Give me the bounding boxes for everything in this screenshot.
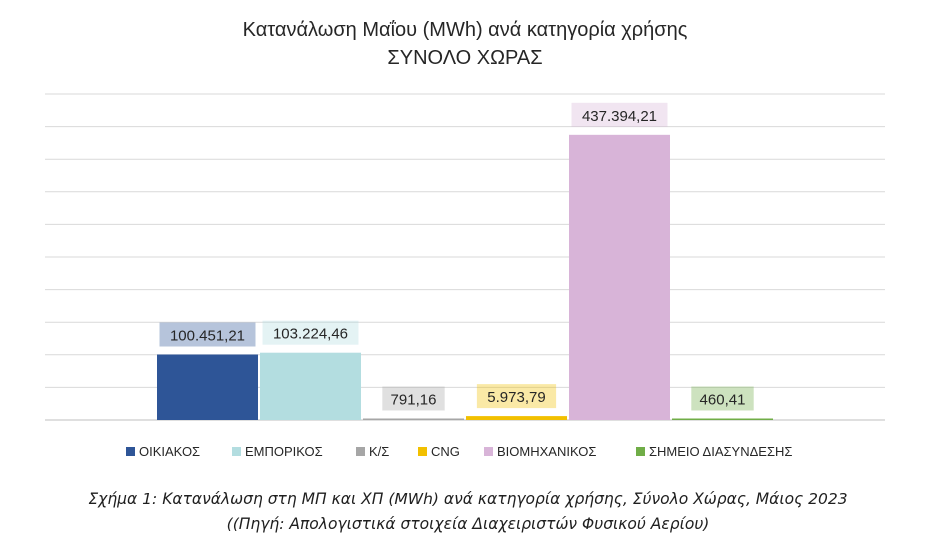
data-label-bg [571, 102, 668, 127]
bar-6 [672, 418, 773, 420]
data-label-bg [476, 384, 557, 409]
legend-label: ΣΗΜΕΙΟ ΔΙΑΣΥΝΔΕΣΗΣ [649, 444, 792, 459]
legend-label: CNG [431, 444, 460, 459]
data-label: 103.224,46 [273, 326, 348, 343]
legend-label: ΟΙΚΙΑΚΟΣ [139, 444, 200, 459]
bar-5 [569, 134, 670, 420]
bar-2 [260, 352, 361, 420]
data-label-bg [691, 386, 754, 411]
legend-swatch [232, 447, 241, 456]
data-label: 460,41 [700, 392, 746, 409]
legend: ΟΙΚΙΑΚΟΣ ΕΜΠΟΡΙΚΟΣ Κ/Σ CNG ΒΙΟΜΗΧΑΝΙΚΟΣ ΣΗΜΕΙ… [126, 444, 792, 459]
data-label-bg [262, 320, 359, 345]
legend-swatch [418, 447, 427, 456]
bar-4 [466, 416, 567, 420]
chart-title: Κατανάλωση Μαΐου (MWh) ανά κατηγορία χρή… [243, 19, 688, 41]
bar-chart: Κατανάλωση Μαΐου (MWh) ανά κατηγορία χρή… [45, 19, 885, 459]
chart-subtitle: ΣΥΝΟΛΟ ΧΩΡΑΣ [387, 47, 542, 69]
data-label-bg [159, 322, 256, 347]
data-label: 791,16 [391, 392, 437, 409]
legend-swatch [636, 447, 645, 456]
bar-3 [363, 418, 464, 420]
data-label: 5.973,79 [487, 389, 545, 406]
data-label: 437.394,21 [582, 108, 657, 125]
legend-swatch [356, 447, 365, 456]
legend-swatch [126, 447, 135, 456]
data-label: 100.451,21 [170, 328, 245, 345]
bars-group: 100.451,21 103.224,46 791,16 5.973,79 437.39… [157, 102, 773, 420]
legend-label: ΕΜΠΟΡΙΚΟΣ [245, 444, 323, 459]
legend-label: Κ/Σ [369, 444, 389, 459]
legend-swatch [484, 447, 493, 456]
bar-1 [157, 354, 258, 420]
figure-source: ((Πηγή: Απολογιστικά στοιχεία Διαχειριστ… [226, 515, 710, 533]
legend-label: ΒΙΟΜΗΧΑΝΙΚΟΣ [497, 444, 596, 459]
figure-caption: Σχήμα 1: Κατανάλωση στη ΜΠ και ΧΠ (MWh) … [88, 490, 848, 508]
data-label-bg [382, 386, 445, 411]
